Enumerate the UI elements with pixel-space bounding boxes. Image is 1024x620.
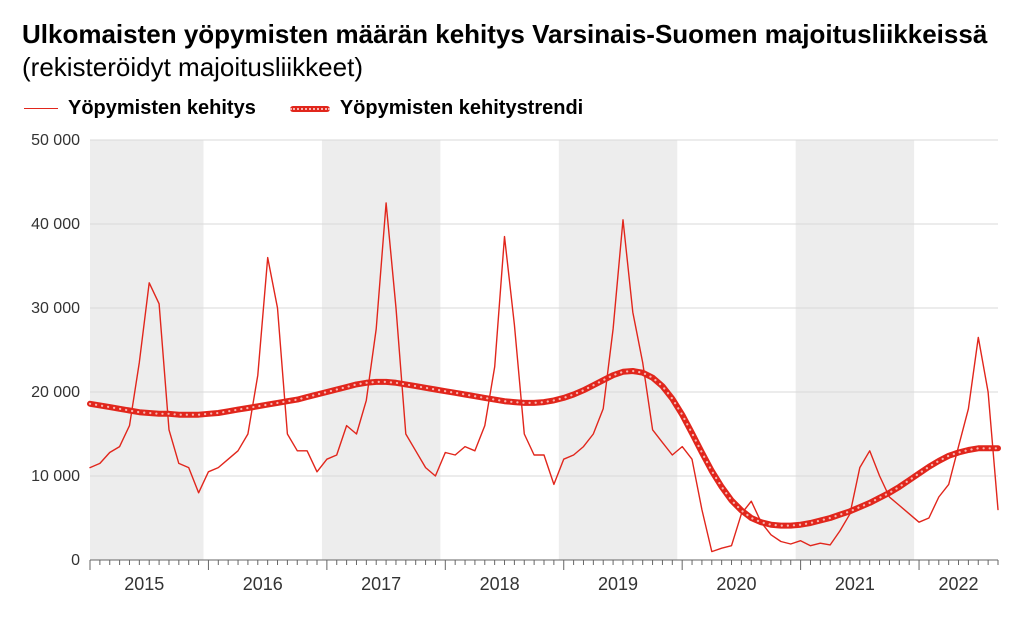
svg-text:2015: 2015 (124, 574, 164, 594)
chart-title-sub: (rekisteröidyt majoitusliikkeet) (22, 52, 363, 82)
legend-label-trend: Yöpymisten kehitystrendi (340, 97, 583, 120)
legend-label-thin: Yöpymisten kehitys (68, 97, 256, 120)
svg-text:2022: 2022 (938, 574, 978, 594)
legend-item-trend: Yöpymisten kehitystrendi (290, 97, 583, 120)
chart-title-main: Ulkomaisten yöpymisten määrän kehitys Va… (22, 19, 987, 49)
svg-text:0: 0 (71, 552, 80, 569)
svg-text:10 000: 10 000 (31, 468, 80, 485)
legend-swatch-thin-line (24, 108, 58, 109)
svg-text:2020: 2020 (716, 574, 756, 594)
svg-text:2021: 2021 (835, 574, 875, 594)
svg-text:50 000: 50 000 (31, 132, 80, 149)
svg-text:2019: 2019 (598, 574, 638, 594)
svg-text:2016: 2016 (243, 574, 283, 594)
svg-text:2018: 2018 (480, 574, 520, 594)
svg-text:2017: 2017 (361, 574, 401, 594)
legend-swatch-trend-line (290, 106, 330, 112)
legend: Yöpymisten kehitys Yöpymisten kehitystre… (22, 97, 1002, 120)
svg-text:30 000: 30 000 (31, 300, 80, 317)
chart-title: Ulkomaisten yöpymisten määrän kehitys Va… (22, 18, 1002, 83)
svg-text:20 000: 20 000 (31, 384, 80, 401)
chart-card: Ulkomaisten yöpymisten määrän kehitys Va… (0, 0, 1024, 620)
legend-item-thin: Yöpymisten kehitys (24, 97, 256, 120)
chart-area: 0 10 000 20 000 30 000 40 000 50 000 2015 2016 2… (22, 130, 1002, 600)
line-chart-svg: 0 10 000 20 000 30 000 40 000 50 000 2015 2016 2… (22, 130, 1002, 600)
svg-text:40 000: 40 000 (31, 216, 80, 233)
